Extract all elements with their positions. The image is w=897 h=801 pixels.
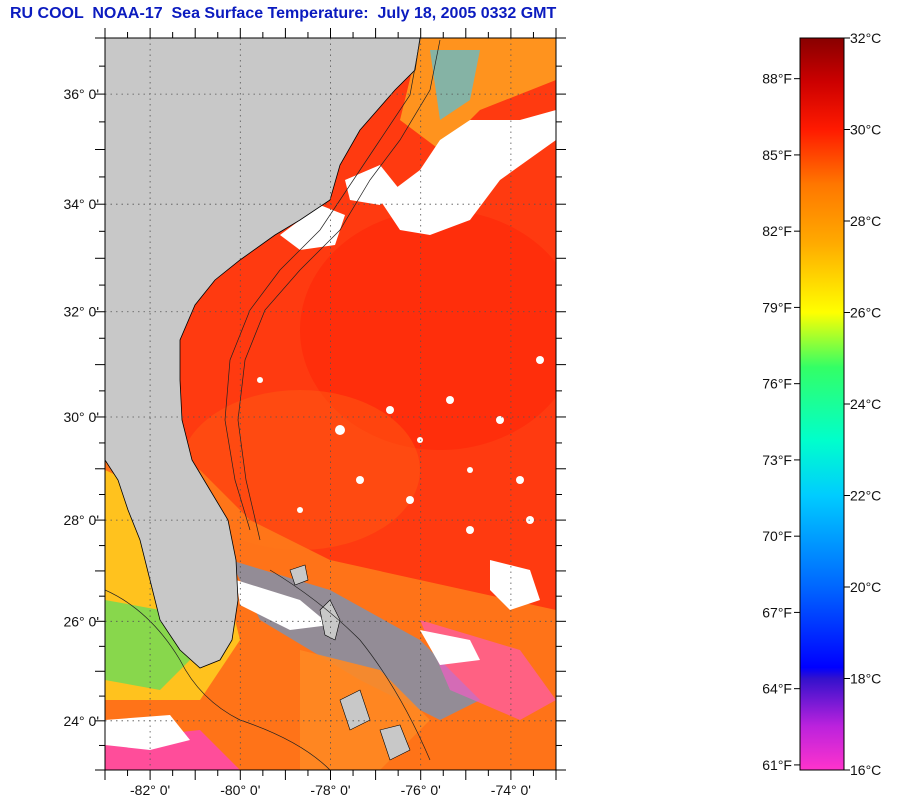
colorbar-fahrenheit-label: 61°F bbox=[762, 757, 792, 773]
colorbar-fahrenheit-label: 88°F bbox=[762, 71, 792, 87]
colorbar-celsius-label: 28°C bbox=[850, 213, 881, 229]
lon-label: -76° 0' bbox=[401, 782, 441, 798]
lat-label: 28° 0' bbox=[63, 512, 99, 528]
map-grid bbox=[105, 38, 556, 770]
colorbar bbox=[799, 37, 845, 771]
lat-label: 30° 0' bbox=[63, 409, 99, 425]
lon-label: -78° 0' bbox=[310, 782, 350, 798]
colorbar-celsius-label: 18°C bbox=[850, 671, 881, 687]
lon-label: -74° 0' bbox=[491, 782, 531, 798]
colorbar-celsius-label: 32°C bbox=[850, 30, 881, 46]
lat-label: 24° 0' bbox=[63, 713, 99, 729]
lat-label: 32° 0' bbox=[63, 304, 99, 320]
map-title: RU COOL NOAA-17 Sea Surface Temperature:… bbox=[10, 5, 557, 22]
colorbar-fahrenheit-label: 73°F bbox=[762, 452, 792, 468]
colorbar-celsius-label: 20°C bbox=[850, 579, 881, 595]
lon-label: -80° 0' bbox=[220, 782, 260, 798]
bahamas-islands bbox=[289, 564, 411, 761]
colorbar-fahrenheit-label: 64°F bbox=[762, 681, 792, 697]
lon-label: -82° 0' bbox=[130, 782, 170, 798]
lat-label: 26° 0' bbox=[63, 613, 99, 629]
colorbar-celsius-label: 22°C bbox=[850, 488, 881, 504]
map-panel bbox=[105, 38, 556, 770]
cloud-cover bbox=[105, 110, 556, 750]
colorbar-celsius-label: 30°C bbox=[850, 122, 881, 138]
colorbar-fahrenheit-label: 79°F bbox=[762, 299, 792, 315]
colorbar-celsius-label: 24°C bbox=[850, 396, 881, 412]
colorbar-celsius-label: 26°C bbox=[850, 305, 881, 321]
land-mass bbox=[105, 38, 421, 669]
colorbar-fahrenheit-label: 70°F bbox=[762, 528, 792, 544]
lat-label: 36° 0' bbox=[63, 86, 99, 102]
colorbar-fahrenheit-label: 67°F bbox=[762, 604, 792, 620]
colorbar-fahrenheit-label: 85°F bbox=[762, 147, 792, 163]
colorbar-fahrenheit-label: 82°F bbox=[762, 223, 792, 239]
lat-label: 34° 0' bbox=[63, 196, 99, 212]
colorbar-celsius-label: 16°C bbox=[850, 762, 881, 778]
colorbar-fahrenheit-label: 76°F bbox=[762, 376, 792, 392]
